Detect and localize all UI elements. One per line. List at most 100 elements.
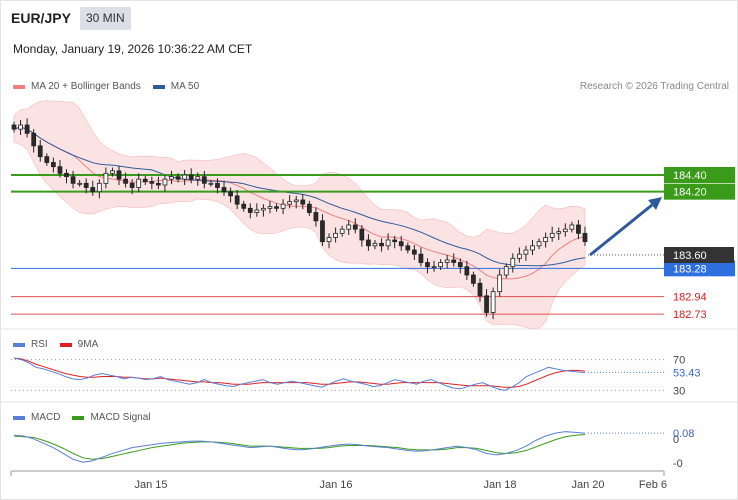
legend-9ma-swatch <box>59 342 72 347</box>
candle-body <box>326 237 332 243</box>
candle <box>576 220 581 240</box>
candle <box>477 278 483 302</box>
candle-body <box>274 206 279 209</box>
candle-body <box>24 124 30 134</box>
candle-body <box>320 220 325 243</box>
candle-body <box>352 224 358 230</box>
level-label: 184.20 <box>673 187 707 199</box>
candle <box>359 225 365 247</box>
x-tick-label: Jan 15 <box>134 479 167 491</box>
candle-body <box>549 232 555 238</box>
candle <box>142 175 148 185</box>
moving-averages <box>13 126 586 280</box>
candle <box>90 180 96 196</box>
candle <box>300 194 306 210</box>
candle <box>398 235 404 251</box>
candle-body <box>247 207 253 213</box>
current-price-tag: 183.60 <box>664 247 734 263</box>
forecast-arrow <box>589 197 662 257</box>
candle-body <box>293 199 299 203</box>
candle <box>103 167 109 189</box>
candle-body <box>228 191 233 197</box>
rsi-level-label: 30 <box>673 385 685 397</box>
candle-body <box>379 242 384 247</box>
candle-body <box>556 231 562 234</box>
candle-body <box>562 228 568 233</box>
candle-body <box>103 172 109 184</box>
legend-ma20-label: MA 20 + Bollinger Bands <box>31 81 141 92</box>
candle <box>129 179 135 195</box>
candle <box>162 175 168 192</box>
candle <box>523 245 529 261</box>
candle <box>333 227 338 243</box>
candle <box>83 178 89 194</box>
candle <box>201 170 207 189</box>
candle-body <box>523 249 529 255</box>
candle-body <box>333 232 338 238</box>
legend-ma50-label: MA 50 <box>170 81 200 92</box>
candle <box>543 232 548 248</box>
candle-body <box>175 176 181 180</box>
candle-body <box>37 145 43 158</box>
candle-body <box>497 274 503 293</box>
candle-body <box>346 224 352 230</box>
candle-body <box>110 170 115 174</box>
candle <box>24 118 30 138</box>
candle <box>280 199 286 215</box>
candle <box>208 180 214 187</box>
timeframe-button[interactable]: 30 MIN <box>80 7 131 30</box>
candle-body <box>543 237 548 243</box>
legend-ma50: MA 50 <box>152 81 200 92</box>
candle <box>18 120 23 135</box>
legend-9ma: 9MA <box>59 339 99 350</box>
candle <box>64 169 69 184</box>
candle <box>346 220 352 235</box>
legend-9ma-label: 9MA <box>77 339 99 350</box>
macd-current-label: 0.08 <box>673 428 694 440</box>
candle-body <box>405 245 411 251</box>
candle <box>44 153 50 166</box>
x-tick-label: Jan 20 <box>571 479 604 491</box>
legend-macd-signal: MACD Signal <box>72 412 150 423</box>
level-tag-bg <box>664 260 735 277</box>
candle <box>379 238 384 252</box>
copyright: Research © 2026 Trading Central <box>579 81 729 92</box>
candle <box>57 160 63 178</box>
rsi-current-label: 53.43 <box>673 367 701 379</box>
candle-body <box>64 172 69 178</box>
candle-body <box>366 239 371 247</box>
candle <box>516 247 522 263</box>
candle <box>221 180 227 196</box>
candle <box>267 200 273 214</box>
candle <box>287 195 293 209</box>
candle <box>425 258 430 274</box>
candle-body <box>372 242 378 247</box>
candle <box>536 238 542 250</box>
candle <box>326 233 332 249</box>
candle <box>503 263 509 279</box>
x-axis-ticks: Jan 15 Jan 16 Jan 18 Jan 20 Feb 6 <box>10 471 667 491</box>
candle-body <box>359 228 365 241</box>
candle-body <box>149 181 155 184</box>
macd-line <box>13 431 586 463</box>
candle-body <box>234 195 240 205</box>
candle-body <box>83 182 89 188</box>
candle-body <box>70 176 76 184</box>
candle-body <box>569 224 575 230</box>
timestamp: Monday, January 19, 2026 10:36:22 AM CET <box>13 42 253 56</box>
legend-macd-swatch <box>13 415 25 420</box>
candle-body <box>444 259 450 263</box>
candle <box>438 259 443 270</box>
candle <box>261 204 266 217</box>
candle-body <box>44 156 50 163</box>
candle <box>372 240 378 250</box>
candle-body <box>418 253 424 263</box>
symbol-label: EUR/JPY <box>11 10 71 26</box>
rsi-line <box>13 357 586 391</box>
rsi-panel: 70 30 53.43 <box>11 355 701 397</box>
candle <box>156 176 161 190</box>
candle <box>530 240 535 255</box>
candle <box>306 200 312 216</box>
candle <box>411 245 417 260</box>
